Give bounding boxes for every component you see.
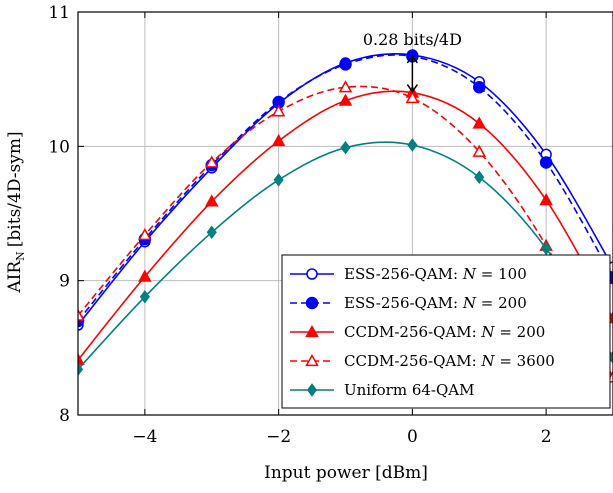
legend-label: CCDM-256-QAM: N = 3600 xyxy=(344,352,555,370)
data-point xyxy=(275,174,283,185)
data-point xyxy=(541,195,552,205)
x-tick-label: −2 xyxy=(266,427,291,447)
legend-swatch-marker xyxy=(307,269,317,279)
x-tick-label: −4 xyxy=(132,427,157,447)
legend-label: ESS-256-QAM: N = 100 xyxy=(344,265,527,283)
data-point xyxy=(541,157,552,168)
annotation-label: 0.28 bits/4D xyxy=(363,30,462,49)
data-point xyxy=(208,227,216,238)
y-tick-label: 8 xyxy=(59,406,70,426)
x-axis-label: Input power [dBm] xyxy=(264,463,428,483)
data-point xyxy=(474,118,485,128)
legend: ESS-256-QAM: N = 100 ESS-256-QAM: N = 200… xyxy=(282,255,610,408)
x-tick-label: 0 xyxy=(407,427,418,447)
legend-label: ESS-256-QAM: N = 200 xyxy=(344,294,527,312)
data-point xyxy=(273,135,284,145)
data-point xyxy=(474,82,485,93)
data-point xyxy=(408,139,416,150)
data-point xyxy=(341,142,349,153)
data-point xyxy=(340,59,351,70)
x-tick-label: 2 xyxy=(541,427,552,447)
data-point xyxy=(475,172,483,183)
legend-label: Uniform 64-QAM xyxy=(344,381,475,399)
annotation: 0.28 bits/4D xyxy=(363,30,462,92)
y-axis-label: AIRN[bits/4D-sym] xyxy=(5,131,27,293)
y-tick-label: 11 xyxy=(48,3,70,23)
y-tick-label: 9 xyxy=(59,272,70,292)
y-tick-label: 10 xyxy=(48,137,70,157)
legend-label: CCDM-256-QAM: N = 200 xyxy=(344,323,545,341)
legend-swatch-marker xyxy=(307,298,318,309)
